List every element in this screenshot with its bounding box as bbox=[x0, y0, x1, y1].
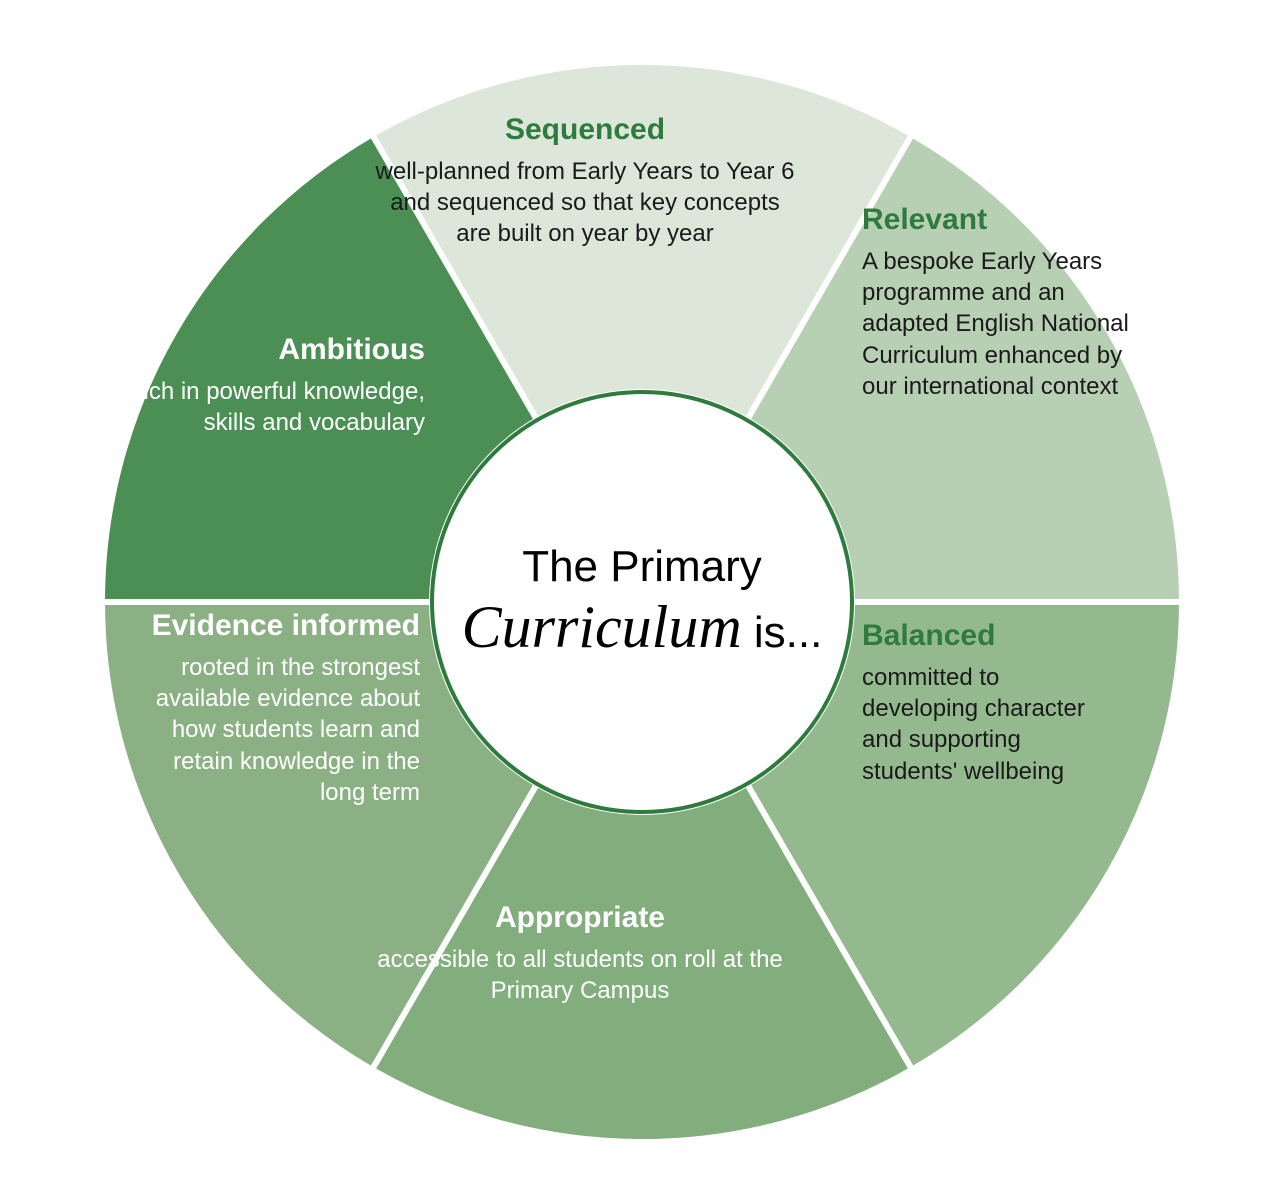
segment-ambitious-title: Ambitious bbox=[135, 332, 425, 368]
segment-balanced: Balanced committed to developing charact… bbox=[862, 618, 1122, 787]
segment-relevant-desc: A bespoke Early Years programme and an a… bbox=[862, 246, 1132, 402]
center-script: Curriculum bbox=[462, 594, 742, 660]
segment-balanced-desc: committed to developing character and su… bbox=[862, 662, 1122, 787]
curriculum-donut-diagram: The Primary Curriculum is... Sequenced w… bbox=[0, 0, 1284, 1204]
segment-appropriate-desc: accessible to all students on roll at th… bbox=[350, 944, 810, 1006]
segment-evidence-title: Evidence informed bbox=[130, 608, 420, 644]
segment-ambitious: Ambitious rich in powerful knowledge, sk… bbox=[135, 332, 425, 438]
center-title: The Primary Curriculum is... bbox=[452, 542, 832, 662]
center-tail: is... bbox=[742, 608, 823, 657]
segment-balanced-title: Balanced bbox=[862, 618, 1122, 654]
segment-evidence: Evidence informed rooted in the stronges… bbox=[130, 608, 420, 808]
center-line2: Curriculum is... bbox=[452, 593, 832, 662]
segment-ambitious-desc: rich in powerful knowledge, skills and v… bbox=[135, 376, 425, 438]
segment-relevant: Relevant A bespoke Early Years programme… bbox=[862, 202, 1132, 402]
center-line1: The Primary bbox=[452, 542, 832, 593]
segment-appropriate-title: Appropriate bbox=[350, 900, 810, 936]
segment-sequenced-title: Sequenced bbox=[370, 112, 800, 148]
segment-sequenced: Sequenced well-planned from Early Years … bbox=[370, 112, 800, 250]
segment-relevant-title: Relevant bbox=[862, 202, 1132, 238]
segment-appropriate: Appropriate accessible to all students o… bbox=[350, 900, 810, 1006]
segment-sequenced-desc: well-planned from Early Years to Year 6 … bbox=[370, 156, 800, 250]
segment-evidence-desc: rooted in the strongest available eviden… bbox=[130, 652, 420, 808]
